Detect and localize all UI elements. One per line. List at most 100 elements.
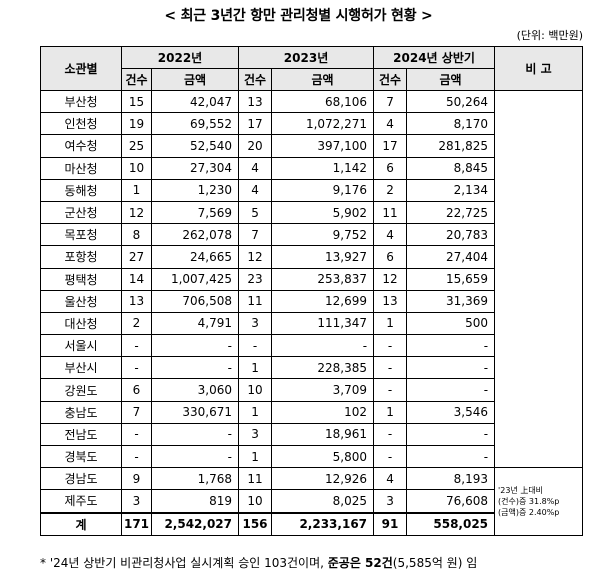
cell-amount-2023: 1,142 bbox=[271, 156, 375, 180]
cell-count-2022: - bbox=[121, 334, 152, 358]
cell-org: 경북도 bbox=[40, 444, 122, 469]
cell-amount-2024: - bbox=[406, 334, 496, 358]
cell-count-2022: 27 bbox=[121, 245, 152, 269]
cell-count-2023: 10 bbox=[238, 489, 273, 514]
cell-count-2024: - bbox=[373, 378, 408, 402]
cell-count-2024: 1 bbox=[373, 400, 408, 424]
total-count-2023: 156 bbox=[238, 511, 273, 536]
cell-amount-2023: 228,385 bbox=[271, 356, 375, 380]
cell-amount-2022: 330,671 bbox=[150, 400, 240, 424]
cell-amount-2024: 500 bbox=[406, 311, 496, 336]
cell-amount-2024: 281,825 bbox=[406, 134, 496, 158]
cell-amount-2022: 1,007,425 bbox=[150, 267, 240, 291]
cell-count-2023: 1 bbox=[238, 400, 273, 424]
cell-count-2024: 2 bbox=[373, 178, 408, 202]
cell-amount-2023: 18,961 bbox=[271, 422, 375, 447]
cell-count-2022: 15 bbox=[121, 89, 152, 114]
cell-count-2023: 1 bbox=[238, 444, 273, 469]
cell-amount-2023: 397,100 bbox=[271, 134, 375, 158]
cell-amount-2023: 13,927 bbox=[271, 245, 375, 269]
cell-amount-2024: - bbox=[406, 378, 496, 402]
remark-note-line3: (금액)증 2.40%p bbox=[498, 507, 560, 517]
cell-org: 목포청 bbox=[40, 223, 122, 247]
total-count-2024: 91 bbox=[373, 511, 408, 536]
cell-org: 마산청 bbox=[40, 156, 122, 180]
cell-amount-2022: - bbox=[150, 356, 240, 380]
cell-org: 인천청 bbox=[40, 112, 122, 136]
cell-count-2024: 4 bbox=[373, 467, 408, 491]
cell-amount-2022: 1,768 bbox=[150, 467, 240, 491]
cell-count-2024: 4 bbox=[373, 223, 408, 247]
cell-amount-2024: 8,170 bbox=[406, 112, 496, 136]
cell-amount-2022: 27,304 bbox=[150, 156, 240, 180]
header-count-2022: 건수 bbox=[121, 68, 152, 91]
cell-amount-2022: 7,569 bbox=[150, 200, 240, 225]
cell-amount-2024: 8,845 bbox=[406, 156, 496, 180]
cell-count-2023: 4 bbox=[238, 178, 273, 202]
header-count-2023: 건수 bbox=[238, 68, 273, 91]
unit-label: (단위: 백만원) bbox=[516, 29, 583, 42]
cell-amount-2023: 102 bbox=[271, 400, 375, 424]
cell-amount-2024: - bbox=[406, 356, 496, 380]
cell-amount-2022: - bbox=[150, 422, 240, 447]
cell-org: 대산청 bbox=[40, 311, 122, 336]
cell-amount-2022: - bbox=[150, 334, 240, 358]
table-row: 울산청 13 706,508 11 12,699 13 31,369 bbox=[40, 289, 583, 313]
cell-amount-2023: 111,347 bbox=[271, 311, 375, 336]
cell-amount-2024: 2,134 bbox=[406, 178, 496, 202]
header-amount-2023: 금액 bbox=[271, 68, 375, 91]
cell-amount-2023: 5,800 bbox=[271, 444, 375, 469]
header-count-2024: 건수 bbox=[373, 68, 408, 91]
cell-amount-2023: 8,025 bbox=[271, 489, 375, 514]
cell-count-2024: - bbox=[373, 422, 408, 447]
remark-note-line2: (건수)증 31.8%p bbox=[498, 496, 560, 506]
cell-count-2022: 2 bbox=[121, 311, 152, 336]
cell-amount-2024: 3,546 bbox=[406, 400, 496, 424]
cell-count-2023: 3 bbox=[238, 311, 273, 336]
cell-org: 동해청 bbox=[40, 178, 122, 202]
cell-org: 평택청 bbox=[40, 267, 122, 291]
cell-amount-2024: - bbox=[406, 444, 496, 469]
cell-count-2023: 23 bbox=[238, 267, 273, 291]
cell-amount-2023: - bbox=[271, 334, 375, 358]
cell-org: 강원도 bbox=[40, 378, 122, 402]
cell-count-2022: - bbox=[121, 356, 152, 380]
cell-amount-2023: 9,752 bbox=[271, 223, 375, 247]
cell-amount-2022: 706,508 bbox=[150, 289, 240, 313]
table-row: 인천청 19 69,552 17 1,072,271 4 8,170 bbox=[40, 112, 583, 136]
cell-count-2023: 10 bbox=[238, 378, 273, 402]
cell-count-2024: - bbox=[373, 356, 408, 380]
cell-org: 부산청 bbox=[40, 89, 122, 114]
cell-count-2022: 7 bbox=[121, 400, 152, 424]
cell-amount-2023: 3,709 bbox=[271, 378, 375, 402]
cell-count-2022: 25 bbox=[121, 134, 152, 158]
table-row: 강원도 6 3,060 10 3,709- - bbox=[40, 378, 583, 402]
cell-count-2023: 7 bbox=[238, 223, 273, 247]
cell-count-2024: 6 bbox=[373, 156, 408, 180]
cell-amount-2022: 819 bbox=[150, 489, 240, 514]
cell-amount-2022: 52,540 bbox=[150, 134, 240, 158]
cell-org: 포항청 bbox=[40, 245, 122, 269]
table-row: 서울시 - - - - - - bbox=[40, 334, 583, 358]
cell-amount-2022: 1,230 bbox=[150, 178, 240, 202]
cell-amount-2023: 12,926 bbox=[271, 467, 375, 491]
header-amount-2022: 금액 bbox=[150, 68, 240, 91]
cell-org: 전남도 bbox=[40, 422, 122, 447]
cell-count-2024: 13 bbox=[373, 289, 408, 313]
cell-count-2023: 3 bbox=[238, 422, 273, 447]
total-count-2022: 171 bbox=[121, 511, 152, 536]
cell-count-2022: 8 bbox=[121, 223, 152, 247]
cell-org: 부산시 bbox=[40, 356, 122, 380]
remark-note: '23년 上대비 (건수)증 31.8%p (금액)증 2.40%p bbox=[494, 467, 584, 536]
cell-count-2023: 4 bbox=[238, 156, 273, 180]
cell-org: 경남도 bbox=[40, 467, 122, 491]
cell-count-2024: 7 bbox=[373, 89, 408, 114]
table-row: 제주도 3 819 10 8,025 3 76,608 bbox=[40, 489, 583, 514]
header-amount-2024: 금액 bbox=[406, 68, 496, 91]
header-2024h1: 2024년 상반기 bbox=[373, 46, 496, 69]
cell-count-2024: - bbox=[373, 444, 408, 469]
cell-amount-2022: 3,060 bbox=[150, 378, 240, 402]
cell-count-2022: 13 bbox=[121, 289, 152, 313]
cell-count-2024: 6 bbox=[373, 245, 408, 269]
cell-amount-2022: 24,665 bbox=[150, 245, 240, 269]
